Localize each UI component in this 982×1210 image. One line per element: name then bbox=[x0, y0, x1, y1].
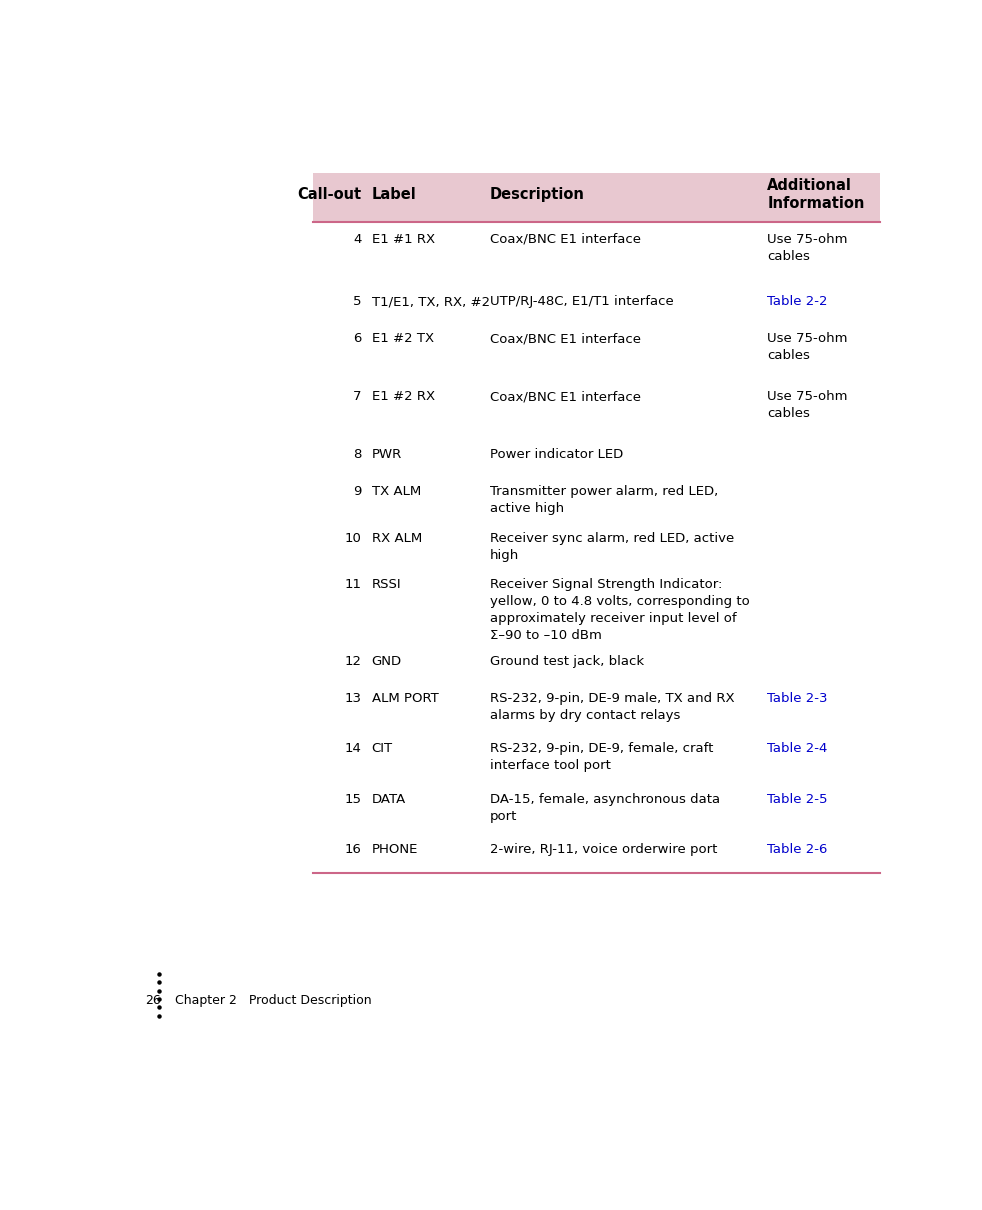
Text: Table 2-3: Table 2-3 bbox=[767, 692, 828, 705]
Text: Use 75-ohm
cables: Use 75-ohm cables bbox=[767, 391, 847, 420]
Text: Table 2-5: Table 2-5 bbox=[767, 793, 828, 806]
Bar bbox=[313, 474, 880, 520]
Bar bbox=[313, 520, 880, 567]
Text: UTP/RJ-48C, E1/T1 interface: UTP/RJ-48C, E1/T1 interface bbox=[490, 295, 674, 309]
Text: 11: 11 bbox=[345, 578, 361, 592]
Text: Additional
Information: Additional Information bbox=[767, 178, 865, 211]
Text: Coax/BNC E1 interface: Coax/BNC E1 interface bbox=[490, 333, 640, 346]
Text: RSSI: RSSI bbox=[371, 578, 402, 592]
Text: RX ALM: RX ALM bbox=[371, 532, 422, 544]
Text: E1 #2 RX: E1 #2 RX bbox=[371, 391, 435, 403]
Text: 26: 26 bbox=[145, 993, 161, 1007]
Text: Table 2-2: Table 2-2 bbox=[767, 295, 828, 309]
Bar bbox=[313, 644, 880, 681]
Bar bbox=[313, 221, 880, 284]
Text: RS-232, 9-pin, DE-9 male, TX and RX
alarms by dry contact relays: RS-232, 9-pin, DE-9 male, TX and RX alar… bbox=[490, 692, 735, 722]
Text: 4: 4 bbox=[354, 232, 361, 246]
Text: Transmitter power alarm, red LED,
active high: Transmitter power alarm, red LED, active… bbox=[490, 485, 718, 515]
Text: E1 #1 RX: E1 #1 RX bbox=[371, 232, 435, 246]
Text: Receiver sync alarm, red LED, active
high: Receiver sync alarm, red LED, active hig… bbox=[490, 532, 734, 561]
Bar bbox=[313, 322, 880, 379]
Text: ALM PORT: ALM PORT bbox=[371, 692, 438, 705]
Bar bbox=[313, 284, 880, 322]
Text: 7: 7 bbox=[354, 391, 361, 403]
Text: 15: 15 bbox=[345, 793, 361, 806]
Text: Table 2-6: Table 2-6 bbox=[767, 843, 828, 855]
Text: 6: 6 bbox=[354, 333, 361, 346]
Text: Coax/BNC E1 interface: Coax/BNC E1 interface bbox=[490, 391, 640, 403]
Text: Use 75-ohm
cables: Use 75-ohm cables bbox=[767, 333, 847, 363]
Bar bbox=[313, 731, 880, 782]
Text: E1 #2 TX: E1 #2 TX bbox=[371, 333, 434, 346]
Text: Chapter 2   Product Description: Chapter 2 Product Description bbox=[175, 993, 371, 1007]
Bar bbox=[313, 567, 880, 644]
Text: Use 75-ohm
cables: Use 75-ohm cables bbox=[767, 232, 847, 263]
Text: CIT: CIT bbox=[371, 743, 393, 755]
Text: TX ALM: TX ALM bbox=[371, 485, 421, 499]
Text: 12: 12 bbox=[345, 655, 361, 668]
Text: T1/E1, TX, RX, #2: T1/E1, TX, RX, #2 bbox=[371, 295, 490, 309]
Bar bbox=[313, 379, 880, 437]
Text: RS-232, 9-pin, DE-9, female, craft
interface tool port: RS-232, 9-pin, DE-9, female, craft inter… bbox=[490, 743, 713, 772]
Text: DA-15, female, asynchronous data
port: DA-15, female, asynchronous data port bbox=[490, 793, 720, 823]
Bar bbox=[313, 831, 880, 872]
Bar bbox=[313, 782, 880, 831]
Text: GND: GND bbox=[371, 655, 402, 668]
Text: Table 2-4: Table 2-4 bbox=[767, 743, 828, 755]
Text: PWR: PWR bbox=[371, 448, 402, 461]
Text: Label: Label bbox=[371, 188, 416, 202]
Text: 9: 9 bbox=[354, 485, 361, 499]
Bar bbox=[313, 681, 880, 731]
Text: Ground test jack, black: Ground test jack, black bbox=[490, 655, 644, 668]
Text: 8: 8 bbox=[354, 448, 361, 461]
Text: Description: Description bbox=[490, 188, 584, 202]
Text: Power indicator LED: Power indicator LED bbox=[490, 448, 623, 461]
Text: DATA: DATA bbox=[371, 793, 406, 806]
Bar bbox=[313, 173, 880, 221]
Text: 10: 10 bbox=[345, 532, 361, 544]
Text: Call-out: Call-out bbox=[298, 188, 361, 202]
Bar bbox=[313, 437, 880, 474]
Text: 2-wire, RJ-11, voice orderwire port: 2-wire, RJ-11, voice orderwire port bbox=[490, 843, 717, 855]
Text: Coax/BNC E1 interface: Coax/BNC E1 interface bbox=[490, 232, 640, 246]
Text: 5: 5 bbox=[354, 295, 361, 309]
Text: Receiver Signal Strength Indicator:
yellow, 0 to 4.8 volts, corresponding to
app: Receiver Signal Strength Indicator: yell… bbox=[490, 578, 749, 643]
Text: 16: 16 bbox=[345, 843, 361, 855]
Text: PHONE: PHONE bbox=[371, 843, 418, 855]
Text: 14: 14 bbox=[345, 743, 361, 755]
Text: 13: 13 bbox=[345, 692, 361, 705]
